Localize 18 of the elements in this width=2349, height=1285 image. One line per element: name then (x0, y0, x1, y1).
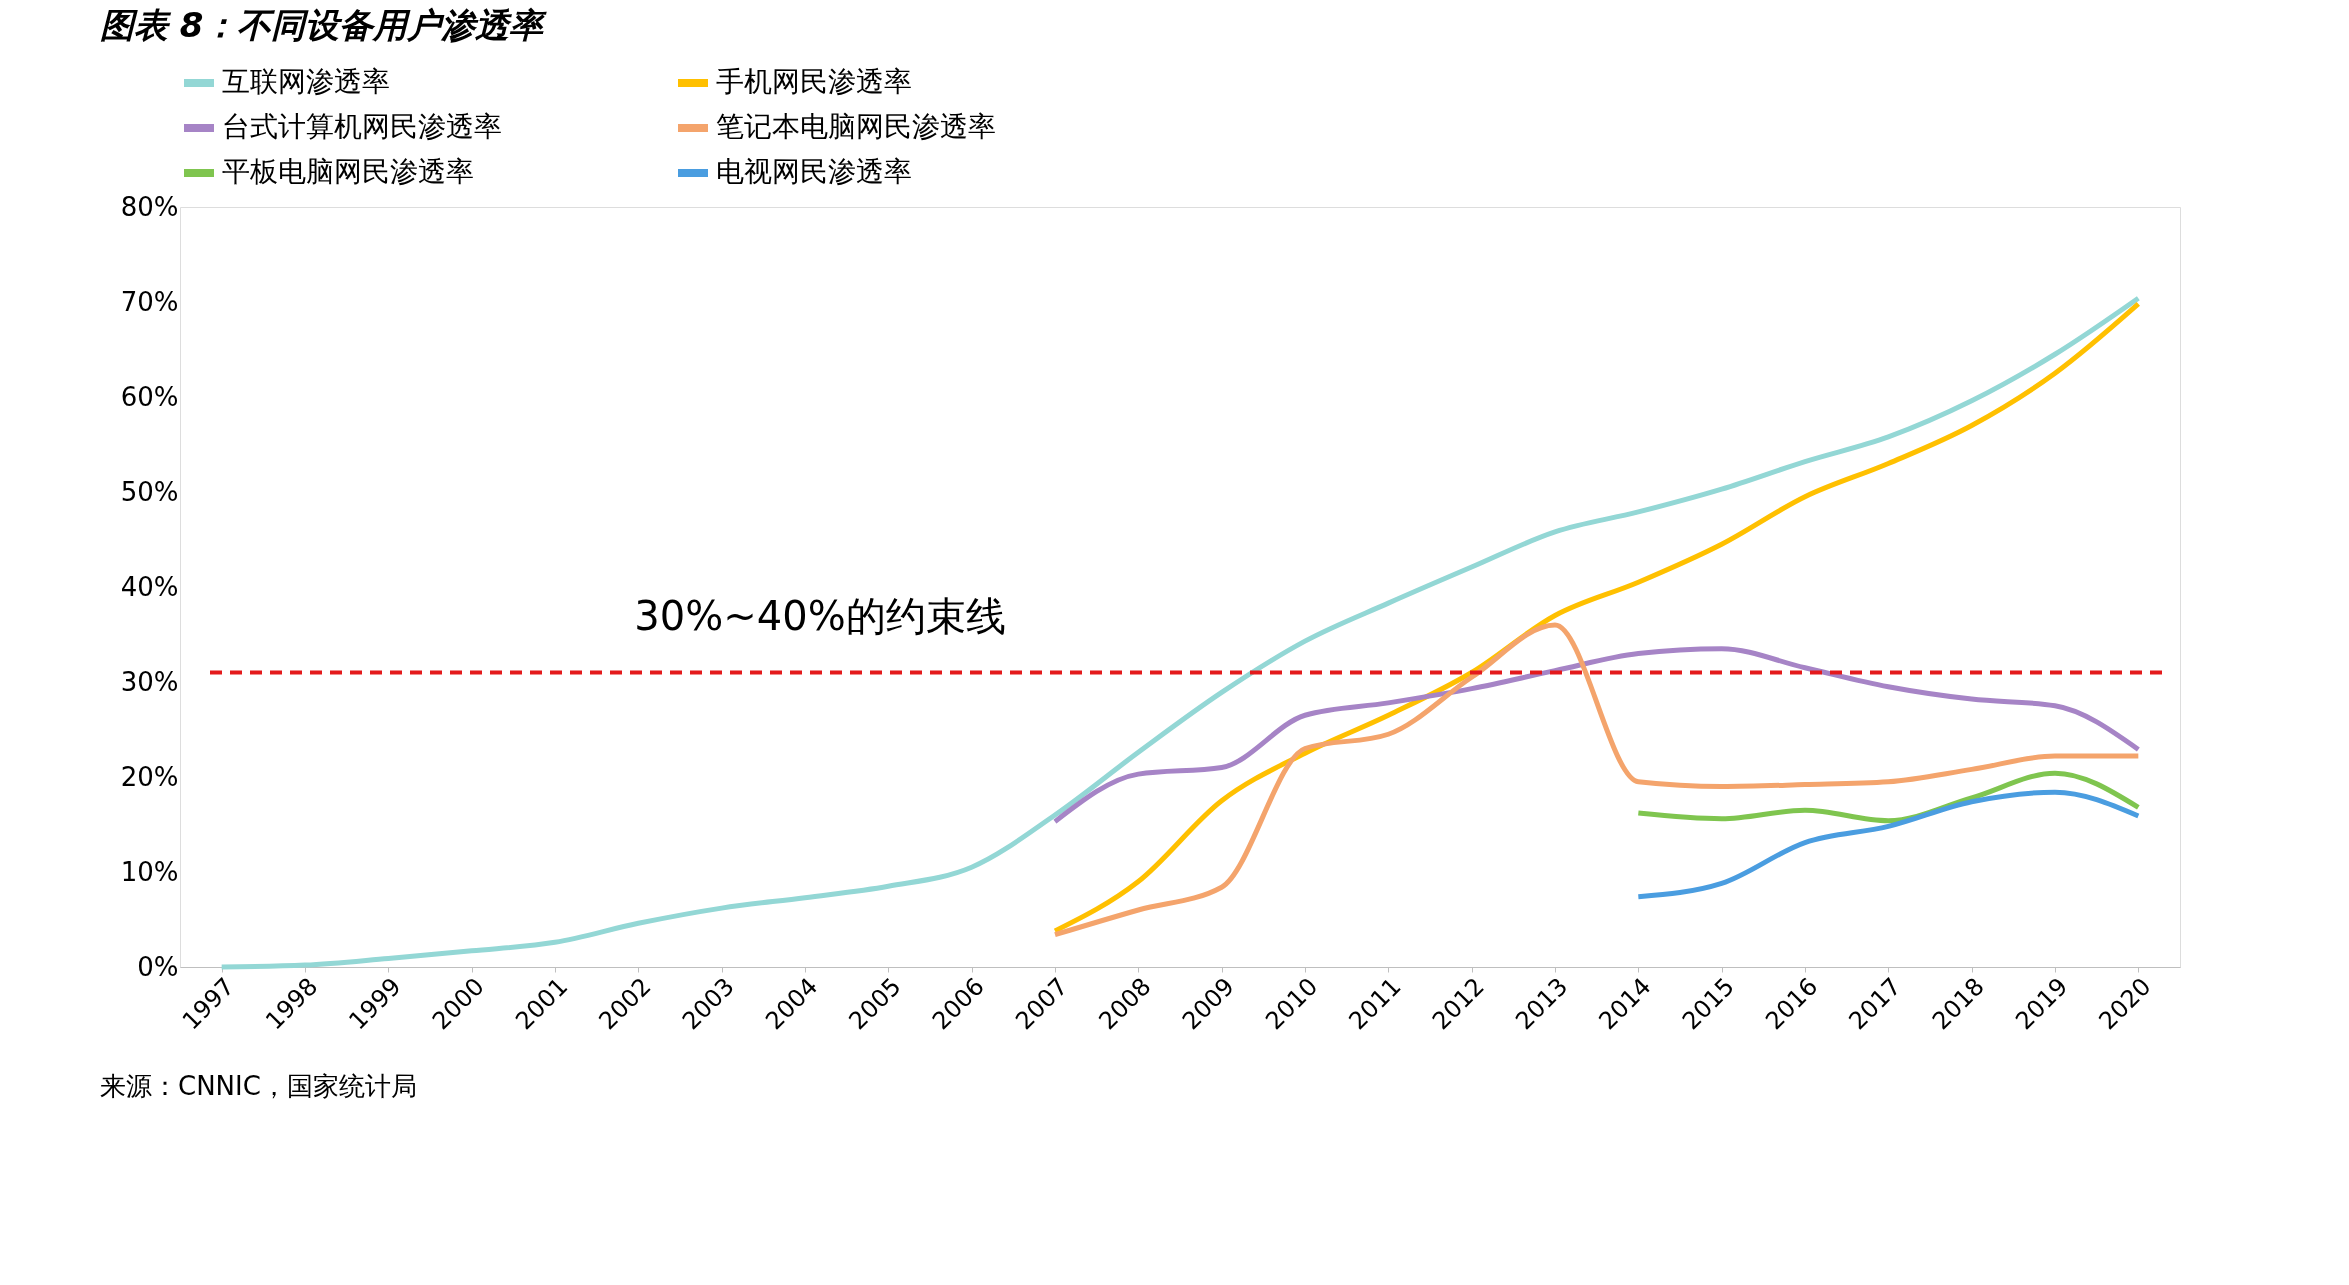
legend-label: 台式计算机网民渗透率 (222, 110, 502, 143)
y-tick-label: 20% (120, 761, 179, 792)
source-note: 来源：CNNIC，国家统计局 (100, 1071, 417, 1101)
legend-label: 笔记本电脑网民渗透率 (716, 110, 996, 143)
y-tick-label: 0% (137, 951, 179, 982)
chart-title: 图表 8：不同设备用户渗透率 (100, 5, 548, 45)
y-tick-label: 10% (120, 856, 179, 887)
y-tick-label: 70% (120, 286, 179, 317)
y-tick-label: 30% (120, 666, 179, 697)
y-tick-label: 40% (120, 571, 179, 602)
y-tick-label: 60% (120, 381, 179, 412)
y-tick-label: 50% (120, 476, 179, 507)
legend-label: 手机网民渗透率 (716, 65, 912, 98)
legend-label: 互联网渗透率 (222, 65, 390, 98)
legend-label: 电视网民渗透率 (716, 155, 912, 188)
legend-label: 平板电脑网民渗透率 (222, 155, 474, 188)
ref-line-label: 30%~40%的约束线 (634, 592, 1006, 639)
y-tick-label: 80% (120, 191, 179, 222)
